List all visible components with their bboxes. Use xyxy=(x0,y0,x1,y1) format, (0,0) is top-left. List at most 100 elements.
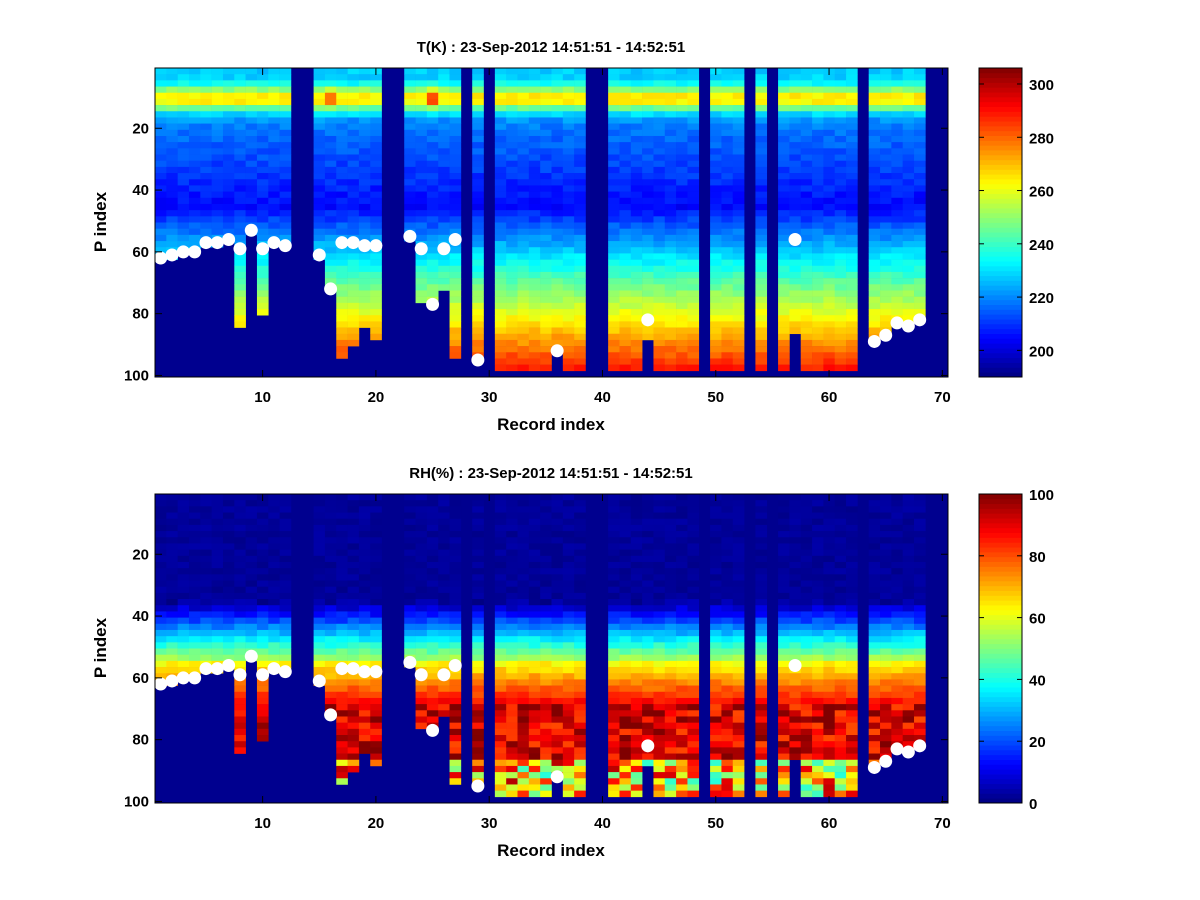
heatmap-cell xyxy=(222,605,235,612)
colorbar-swatch xyxy=(979,241,1022,248)
heatmap-cell xyxy=(200,98,212,106)
heatmap-cell xyxy=(868,722,881,730)
heatmap-cell xyxy=(256,537,269,544)
heatmap-cell xyxy=(155,203,167,211)
heatmap-cell xyxy=(256,691,269,699)
heatmap-cell xyxy=(710,203,722,211)
heatmap-cell xyxy=(619,704,632,711)
heatmap-cell xyxy=(755,599,768,606)
heatmap-cell xyxy=(324,68,337,75)
heatmap-cell xyxy=(540,704,552,711)
heatmap-cell xyxy=(234,506,246,513)
heatmap-cell xyxy=(155,173,167,180)
heatmap-cell xyxy=(800,543,813,550)
heatmap-cell xyxy=(540,68,552,75)
heatmap-cell xyxy=(517,648,530,655)
heatmap-cell xyxy=(234,679,246,686)
heatmap-cell xyxy=(710,234,722,242)
heatmap-cell xyxy=(540,772,552,779)
heatmap-cell xyxy=(370,722,382,730)
colorbar-swatch xyxy=(979,328,1022,334)
heatmap-cell xyxy=(404,86,416,94)
heatmap-cell xyxy=(721,265,734,273)
heatmap-cell xyxy=(188,518,201,526)
heatmap-cell xyxy=(222,586,235,594)
heatmap-cell xyxy=(800,278,813,285)
heatmap-cell xyxy=(880,660,892,668)
heatmap-cell xyxy=(551,710,564,717)
heatmap-cell xyxy=(358,160,371,168)
heatmap-cell xyxy=(755,333,768,341)
heatmap-cell xyxy=(166,537,178,544)
heatmap-cell xyxy=(914,179,926,186)
heatmap-cell xyxy=(608,778,620,785)
heatmap-cell xyxy=(687,506,700,513)
heatmap-cell xyxy=(880,321,892,328)
heatmap-cell xyxy=(155,92,167,100)
heatmap-cell xyxy=(823,722,836,730)
heatmap-cell xyxy=(619,778,632,785)
heatmap-cell xyxy=(336,111,348,118)
heatmap-cell xyxy=(245,623,258,631)
heatmap-cell xyxy=(211,123,224,131)
heatmap-cell xyxy=(812,691,824,699)
heatmap-cell xyxy=(551,135,564,143)
heatmap-cell xyxy=(789,166,802,174)
heatmap-cell xyxy=(415,271,428,279)
heatmap-cell xyxy=(891,166,903,174)
heatmap-cell xyxy=(789,500,802,507)
heatmap-cell xyxy=(370,611,382,618)
heatmap-cell xyxy=(800,586,813,594)
heatmap-cell xyxy=(732,629,745,637)
heatmap-cell xyxy=(562,105,575,112)
heatmap-cell xyxy=(891,148,903,155)
heatmap-cell xyxy=(846,179,858,186)
colorbar-swatch xyxy=(979,764,1022,770)
colorbar-swatch xyxy=(979,285,1022,291)
heatmap-cell xyxy=(438,531,450,538)
heatmap-cell xyxy=(415,543,428,550)
heatmap-cell xyxy=(710,735,722,742)
heatmap-cell xyxy=(347,524,360,532)
heatmap-cell xyxy=(268,154,280,161)
heatmap-cell xyxy=(732,716,745,723)
heatmap-cell xyxy=(324,555,337,563)
heatmap-cell xyxy=(812,309,824,316)
heatmap-cell xyxy=(234,549,246,557)
heatmap-cell xyxy=(358,321,371,328)
heatmap-cell xyxy=(166,568,178,575)
heatmap-cell xyxy=(562,636,575,643)
heatmap-cell xyxy=(574,599,586,606)
heatmap-cell xyxy=(880,648,892,655)
heatmap-cell xyxy=(823,759,836,767)
heatmap-cell xyxy=(642,586,654,594)
heatmap-cell xyxy=(155,555,167,563)
heatmap-cell xyxy=(846,673,858,680)
colorbar-swatch xyxy=(979,294,1022,301)
heatmap-cell xyxy=(687,697,700,705)
heatmap-cell xyxy=(868,753,881,761)
heatmap-cell xyxy=(789,117,802,124)
heatmap-cell xyxy=(778,111,790,118)
heatmap-cell xyxy=(426,179,439,186)
boundary-marker xyxy=(210,236,224,250)
heatmap-cell xyxy=(914,518,926,526)
heatmap-cell xyxy=(324,241,337,248)
heatmap-cell xyxy=(664,364,677,372)
heatmap-cell xyxy=(358,234,371,242)
heatmap-cell xyxy=(506,290,518,297)
heatmap-cell xyxy=(868,543,881,550)
heatmap-cell xyxy=(789,512,802,520)
heatmap-cell xyxy=(880,191,892,199)
heatmap-cell xyxy=(891,629,903,637)
heatmap-cell xyxy=(438,710,450,717)
heatmap-cell xyxy=(540,512,552,520)
heatmap-cell xyxy=(540,654,552,662)
heatmap-cell xyxy=(268,148,280,155)
heatmap-cell xyxy=(358,284,371,291)
heatmap-cell xyxy=(313,629,326,637)
heatmap-cell xyxy=(823,500,836,507)
heatmap-cell xyxy=(336,765,348,773)
heatmap-cell xyxy=(540,747,552,754)
heatmap-cell xyxy=(200,506,212,513)
